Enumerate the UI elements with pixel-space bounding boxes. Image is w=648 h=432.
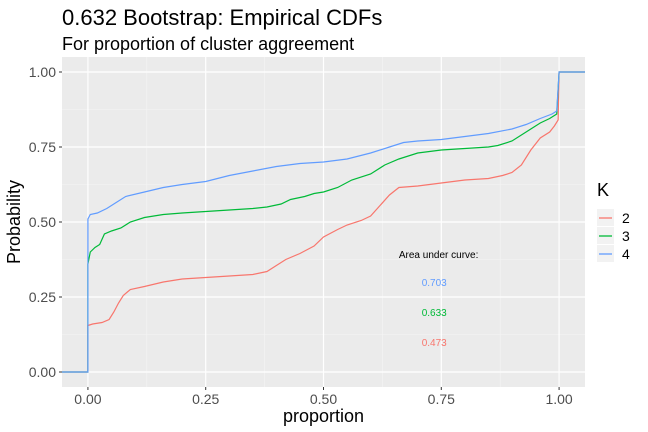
x-axis-title: proportion	[283, 406, 364, 426]
legend-label-2: 2	[622, 210, 630, 226]
grid-lines	[62, 57, 585, 387]
auc-value-3: 0.633	[422, 308, 447, 319]
x-tick-label: 0.00	[74, 391, 101, 407]
y-tick-label: 0.75	[29, 139, 56, 155]
series-line-3	[62, 71, 585, 373]
x-tick-label: 1.00	[545, 391, 572, 407]
chart-title: 0.632 Bootstrap: Empirical CDFs	[62, 5, 382, 30]
x-tick-label: 0.75	[428, 391, 455, 407]
x-tick-label: 0.25	[192, 391, 219, 407]
legend-label-3: 3	[622, 228, 630, 244]
y-tick-label: 0.25	[29, 289, 56, 305]
y-tick-label: 0.50	[29, 214, 56, 230]
series-line-2	[62, 71, 585, 373]
auc-value-2: 0.473	[422, 338, 447, 349]
auc-value-4: 0.703	[422, 278, 447, 289]
y-axis-title: Probability	[4, 180, 24, 264]
auc-annotations: Area under curve: 0.703 0.633 0.473	[399, 250, 479, 349]
y-tick-label: 0.00	[29, 364, 56, 380]
auc-header: Area under curve:	[399, 250, 479, 261]
x-tick-label: 0.50	[310, 391, 337, 407]
y-axis-ticks: 0.00 0.25 0.50 0.75 1.00	[29, 64, 62, 380]
legend-label-4: 4	[622, 246, 630, 262]
series-lines	[62, 71, 585, 373]
y-tick-label: 1.00	[29, 64, 56, 80]
series-line-4	[62, 71, 585, 373]
legend-title: K	[597, 180, 609, 200]
legend: K 2 3 4	[597, 180, 630, 262]
chart-subtitle: For proportion of cluster aggreement	[62, 34, 354, 54]
x-axis-ticks: 0.00 0.25 0.50 0.75 1.00	[74, 387, 573, 407]
